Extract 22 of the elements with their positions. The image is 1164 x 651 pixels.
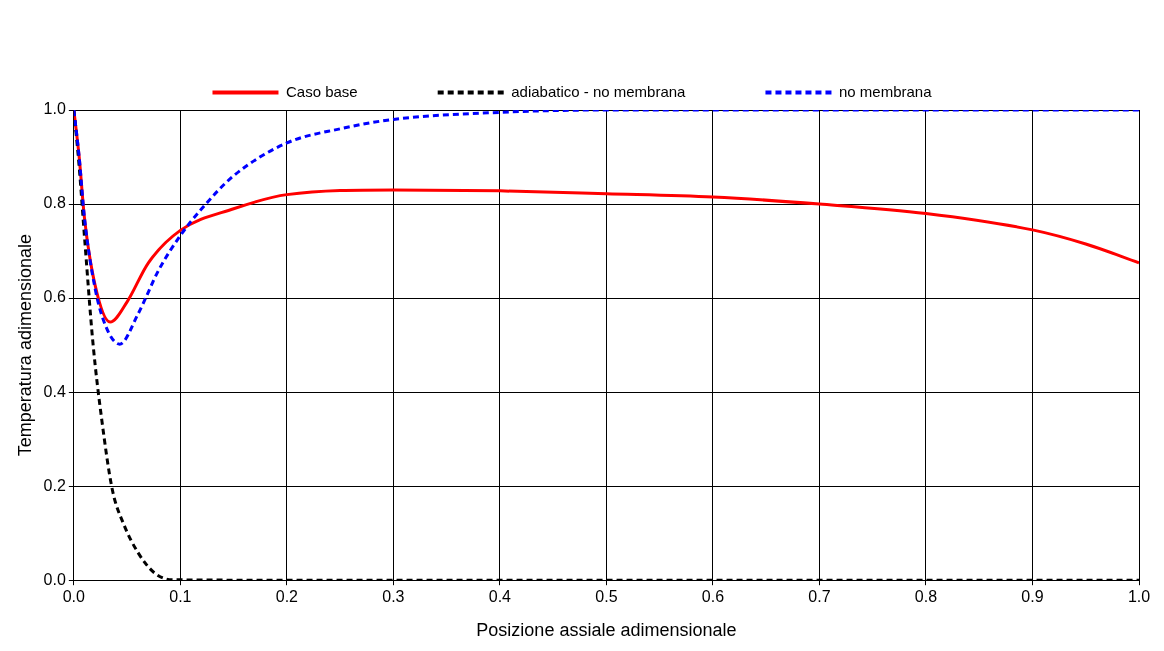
- x-tick-label: 0.3: [382, 588, 405, 606]
- x-tick-label: 0.1: [169, 588, 192, 606]
- x-tick-label: 0.5: [595, 588, 618, 606]
- y-axis-title: Temperatura adimensionale: [14, 234, 35, 457]
- x-tick-label: 0.2: [275, 588, 299, 606]
- x-tick-label: 1.0: [1127, 588, 1151, 606]
- x-tick-label: 0.4: [488, 588, 512, 606]
- legend-label: no membrana: [838, 82, 933, 100]
- y-tick-label: 0.0: [43, 570, 66, 588]
- legend-label: adiabatico - no membrana: [511, 82, 687, 100]
- y-tick-label: 0.2: [43, 476, 66, 494]
- y-tick-label: 0.8: [43, 194, 66, 212]
- legend-label: Caso base: [285, 82, 358, 100]
- x-axis-title: Posizione assiale adimensionale: [476, 620, 737, 641]
- x-tick-label: 0.6: [701, 588, 725, 606]
- y-tick-label: 0.4: [43, 382, 66, 400]
- x-tick-label: 0.0: [62, 588, 86, 606]
- y-tick-label: 1.0: [43, 100, 66, 118]
- x-tick-label: 0.7: [808, 588, 831, 606]
- x-tick-label: 0.9: [1021, 588, 1044, 606]
- y-tick-label: 0.6: [43, 288, 66, 306]
- x-tick-label: 0.8: [914, 588, 938, 606]
